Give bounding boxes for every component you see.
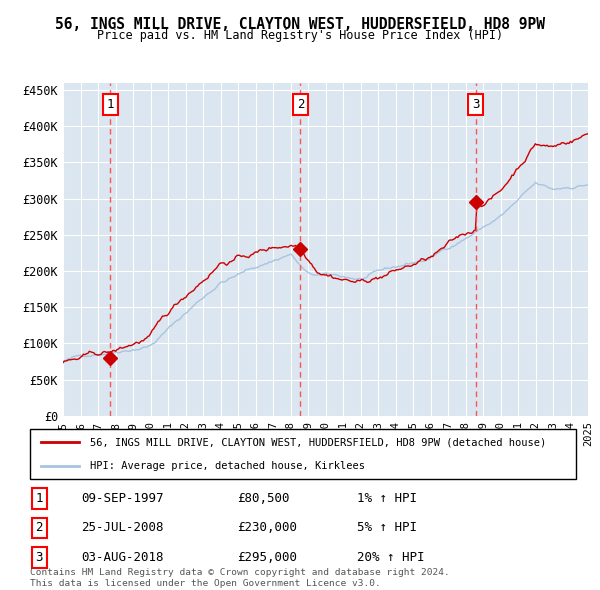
- Text: Contains HM Land Registry data © Crown copyright and database right 2024.: Contains HM Land Registry data © Crown c…: [30, 568, 450, 577]
- Text: 09-SEP-1997: 09-SEP-1997: [81, 491, 163, 505]
- Text: 1: 1: [106, 98, 114, 111]
- Text: 3: 3: [35, 550, 43, 564]
- Text: 2: 2: [297, 98, 304, 111]
- Text: £230,000: £230,000: [237, 521, 297, 535]
- Text: 56, INGS MILL DRIVE, CLAYTON WEST, HUDDERSFIELD, HD8 9PW (detached house): 56, INGS MILL DRIVE, CLAYTON WEST, HUDDE…: [90, 437, 547, 447]
- Text: 25-JUL-2008: 25-JUL-2008: [81, 521, 163, 535]
- Text: Price paid vs. HM Land Registry's House Price Index (HPI): Price paid vs. HM Land Registry's House …: [97, 30, 503, 42]
- Text: 3: 3: [472, 98, 479, 111]
- Text: 2: 2: [35, 521, 43, 535]
- Text: £80,500: £80,500: [237, 491, 290, 505]
- Text: This data is licensed under the Open Government Licence v3.0.: This data is licensed under the Open Gov…: [30, 579, 381, 588]
- Text: 5% ↑ HPI: 5% ↑ HPI: [357, 521, 417, 535]
- Text: 1: 1: [35, 491, 43, 505]
- Text: 56, INGS MILL DRIVE, CLAYTON WEST, HUDDERSFIELD, HD8 9PW: 56, INGS MILL DRIVE, CLAYTON WEST, HUDDE…: [55, 17, 545, 31]
- Text: £295,000: £295,000: [237, 550, 297, 564]
- Text: 20% ↑ HPI: 20% ↑ HPI: [357, 550, 425, 564]
- Text: 1% ↑ HPI: 1% ↑ HPI: [357, 491, 417, 505]
- Text: 03-AUG-2018: 03-AUG-2018: [81, 550, 163, 564]
- Text: HPI: Average price, detached house, Kirklees: HPI: Average price, detached house, Kirk…: [90, 461, 365, 471]
- FancyBboxPatch shape: [30, 429, 576, 479]
